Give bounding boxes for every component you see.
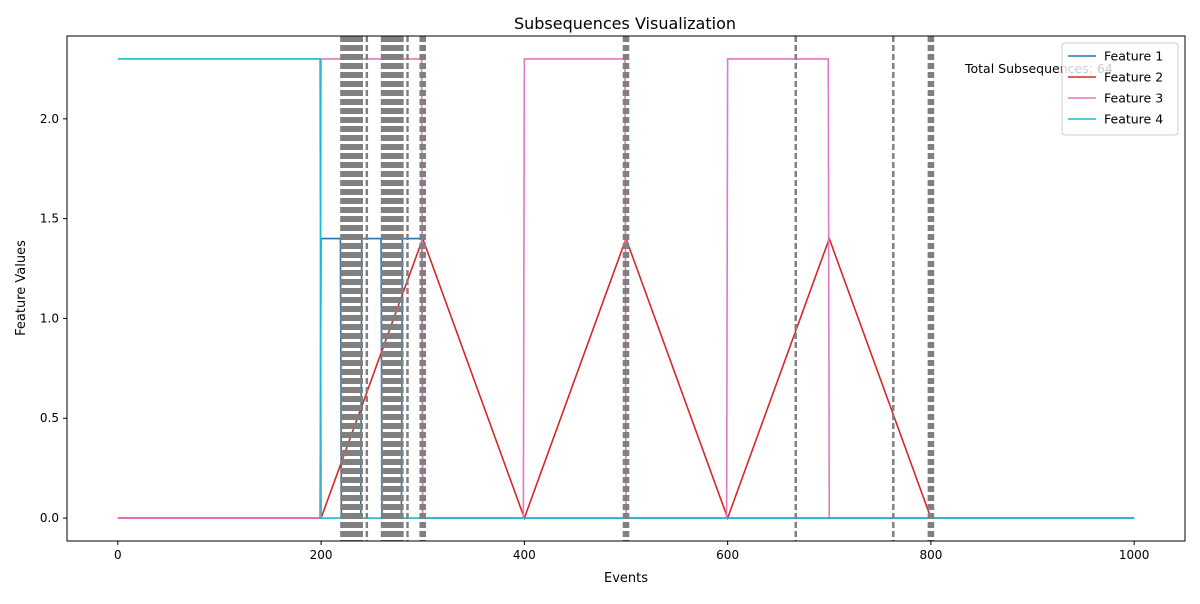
series-line-feature-3: [117, 58, 1135, 519]
chart-title: Subsequences Visualization: [514, 14, 736, 33]
y-tick-label: 0.5: [40, 411, 59, 425]
y-tick-label: 0.0: [40, 511, 59, 525]
x-tick-label: 800: [919, 548, 942, 562]
y-axis-label: Feature Values: [14, 240, 29, 336]
x-tick-label: 600: [716, 548, 739, 562]
legend-label-feature-3: Feature 3: [1104, 91, 1163, 106]
series-line-feature-1: [117, 237, 1135, 519]
axis-ticks: 0 200 400 600 800 1000 0.0 0.5 1.0 1.5 2.0: [40, 112, 1150, 562]
y-tick-label: 2.0: [40, 112, 59, 126]
x-tick-label: 200: [310, 548, 333, 562]
y-tick-label: 1.0: [40, 311, 59, 325]
legend: Feature 1 Feature 2 Feature 3 Feature 4: [1061, 42, 1179, 136]
legend-box: [1061, 42, 1179, 136]
x-tick-label: 0: [114, 548, 122, 562]
x-tick-label: 1000: [1119, 548, 1150, 562]
legend-label-feature-1: Feature 1: [1104, 49, 1163, 64]
plot-area: [117, 36, 1135, 541]
y-tick-label: 1.5: [40, 212, 59, 226]
legend-label-feature-2: Feature 2: [1104, 70, 1163, 85]
x-tick-label: 400: [513, 548, 536, 562]
plot-frame: [66, 35, 1186, 542]
x-axis-label: Events: [604, 571, 648, 586]
legend-label-feature-4: Feature 4: [1104, 112, 1163, 127]
series-line-feature-4: [117, 58, 1135, 519]
